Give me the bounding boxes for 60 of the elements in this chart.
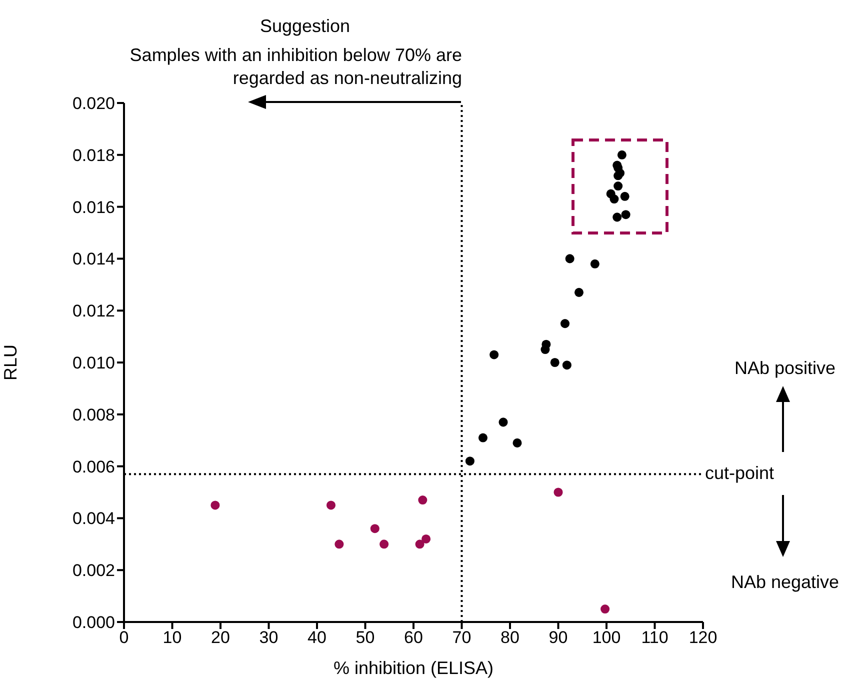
x-tick-label: 90 <box>548 628 568 648</box>
point <box>334 540 344 549</box>
x-tick-label: 110 <box>641 628 668 648</box>
x-tick-label: 30 <box>259 628 278 648</box>
point <box>612 212 622 222</box>
x-tick-label: 10 <box>162 628 182 648</box>
y-tick-label: 0.020 <box>72 94 115 114</box>
point <box>370 524 380 534</box>
point <box>610 194 619 204</box>
x-tick-label: 20 <box>211 628 230 648</box>
point <box>326 500 336 510</box>
y-tick-label: 0.002 <box>72 561 115 580</box>
point <box>614 171 623 180</box>
point <box>465 456 474 466</box>
x-tick-label: 40 <box>308 628 326 648</box>
point <box>574 288 584 297</box>
y-tick-label: 0.004 <box>72 509 115 528</box>
point <box>418 496 428 505</box>
text: Samples with an inhibition below 70% are regarded as non-neutralizing <box>128 44 462 90</box>
point <box>614 182 623 191</box>
x-tick-label: 50 <box>356 628 375 648</box>
point <box>380 540 389 549</box>
point <box>542 340 551 349</box>
point <box>562 360 572 370</box>
point <box>620 192 630 201</box>
point <box>478 433 488 442</box>
point <box>490 350 499 360</box>
text: NAb positive <box>733 358 837 379</box>
y-tick-label: 0.010 <box>72 354 115 373</box>
y-tick-label: 0.014 <box>72 250 115 269</box>
x-tick-label: 120 <box>688 628 718 648</box>
text: NAb negative <box>730 572 840 593</box>
x-tick-label: 0 <box>119 628 129 648</box>
y-tick-label: 0.018 <box>72 146 115 165</box>
x-tick-label: 60 <box>404 628 423 648</box>
point <box>565 254 574 264</box>
x-tick-label: 100 <box>592 628 621 648</box>
point <box>617 150 626 160</box>
ref-line-label: cut-point <box>705 463 774 484</box>
point <box>600 604 610 614</box>
y-axis-title: RLU <box>0 344 20 381</box>
point <box>554 488 563 497</box>
point <box>415 540 424 549</box>
y-tick-label: 0.016 <box>72 198 115 217</box>
text: Suggestion <box>258 16 352 37</box>
point <box>550 358 560 368</box>
point <box>512 438 522 448</box>
point <box>560 319 570 328</box>
point <box>498 418 508 427</box>
point <box>621 210 630 220</box>
y-tick-label: 0.012 <box>72 302 115 321</box>
x-axis-title: % inhibition (ELISA) <box>333 658 494 678</box>
y-tick-label: 0.000 <box>72 613 115 632</box>
y-tick-label: 0.006 <box>72 457 115 476</box>
point <box>422 534 431 544</box>
y-tick-label: 0.008 <box>72 405 115 424</box>
x-tick-label: 80 <box>500 628 520 648</box>
x-tick-label: 70 <box>452 628 472 648</box>
point <box>210 500 220 510</box>
point <box>590 259 600 268</box>
